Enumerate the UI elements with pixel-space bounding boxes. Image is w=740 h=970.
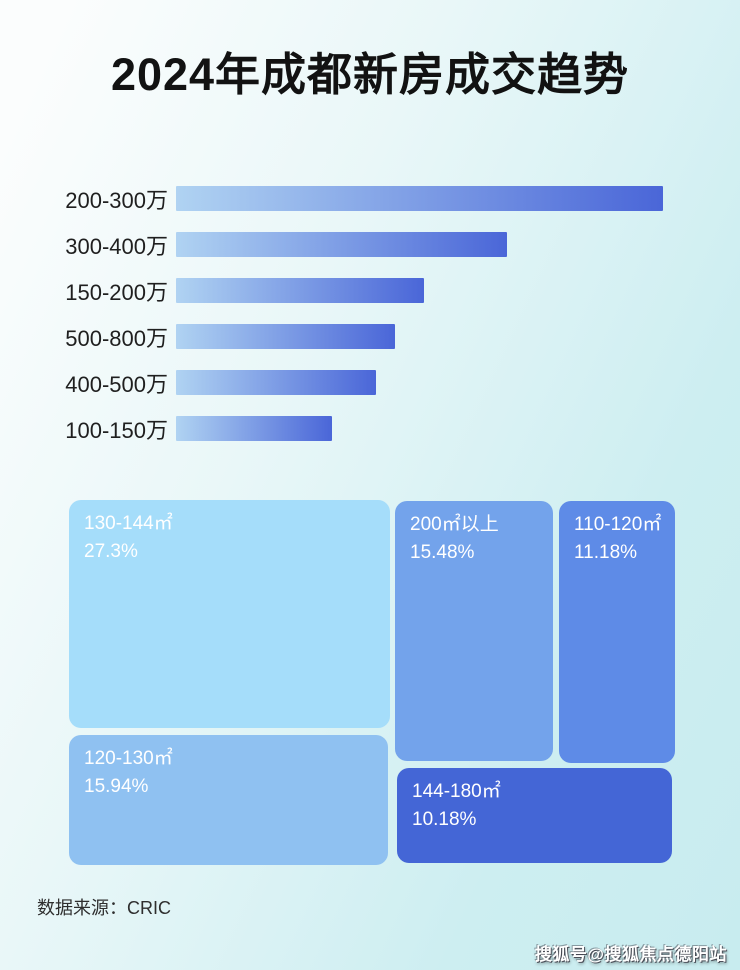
bar-row: 100-150万 bbox=[38, 416, 663, 443]
tile-label: 130-144㎡ bbox=[84, 513, 173, 534]
tile-percent: 15.48% bbox=[410, 541, 475, 563]
bar-track bbox=[176, 416, 663, 441]
bar-row: 200-300万 bbox=[38, 186, 663, 213]
treemap-tile-200-plus: 200㎡以上 15.48% bbox=[395, 501, 553, 761]
bar-track bbox=[176, 370, 663, 395]
tile-label: 200㎡以上 bbox=[410, 514, 499, 535]
bar-category-label: 150-200万 bbox=[65, 279, 168, 305]
bar-fill bbox=[176, 370, 376, 395]
price-range-bar-chart: 200-300万 300-400万 150-200万 500-800万 400-… bbox=[38, 186, 663, 462]
bar-fill bbox=[176, 278, 425, 303]
bar-track bbox=[176, 186, 663, 211]
bar-fill bbox=[176, 232, 508, 257]
bar-fill bbox=[176, 416, 332, 441]
page-title: 2024年成都新房成交趋势 bbox=[110, 49, 630, 100]
bar-category-label: 200-300万 bbox=[65, 187, 168, 213]
tile-label: 120-130㎡ bbox=[84, 748, 173, 769]
bar-row: 300-400万 bbox=[38, 232, 663, 259]
treemap-tile-144-180: 144-180㎡ 10.18% bbox=[397, 768, 672, 863]
tile-label: 110-120㎡ bbox=[574, 514, 662, 535]
tile-percent: 10.18% bbox=[412, 808, 477, 830]
treemap-tile-110-120: 110-120㎡ 11.18% bbox=[559, 501, 675, 763]
treemap-tile-130-144: 130-144㎡ 27.3% bbox=[69, 500, 390, 728]
bar-row: 150-200万 bbox=[38, 278, 663, 305]
bar-category-label: 100-150万 bbox=[65, 417, 168, 443]
bar-fill bbox=[176, 324, 396, 349]
bar-category-label: 300-400万 bbox=[65, 233, 168, 259]
tile-percent: 11.18% bbox=[574, 541, 638, 563]
treemap-tile-120-130: 120-130㎡ 15.94% bbox=[69, 735, 388, 865]
watermark: 搜狐号@搜狐焦点德阳站 bbox=[534, 945, 727, 964]
bar-category-label: 500-800万 bbox=[65, 325, 168, 351]
bar-track bbox=[176, 232, 663, 257]
bar-fill bbox=[176, 186, 663, 211]
bar-row: 500-800万 bbox=[38, 324, 663, 351]
area-segment-treemap: 130-144㎡ 27.3% 200㎡以上 15.48% 110-120㎡ 11… bbox=[66, 498, 676, 868]
bar-category-label: 400-500万 bbox=[65, 371, 168, 397]
bar-row: 400-500万 bbox=[38, 370, 663, 397]
bar-track bbox=[176, 278, 663, 303]
data-source-note: 数据来源：CRIC bbox=[37, 898, 171, 918]
tile-percent: 27.3% bbox=[84, 540, 138, 562]
tile-label: 144-180㎡ bbox=[412, 781, 501, 802]
bar-track bbox=[176, 324, 663, 349]
tile-percent: 15.94% bbox=[84, 775, 149, 797]
